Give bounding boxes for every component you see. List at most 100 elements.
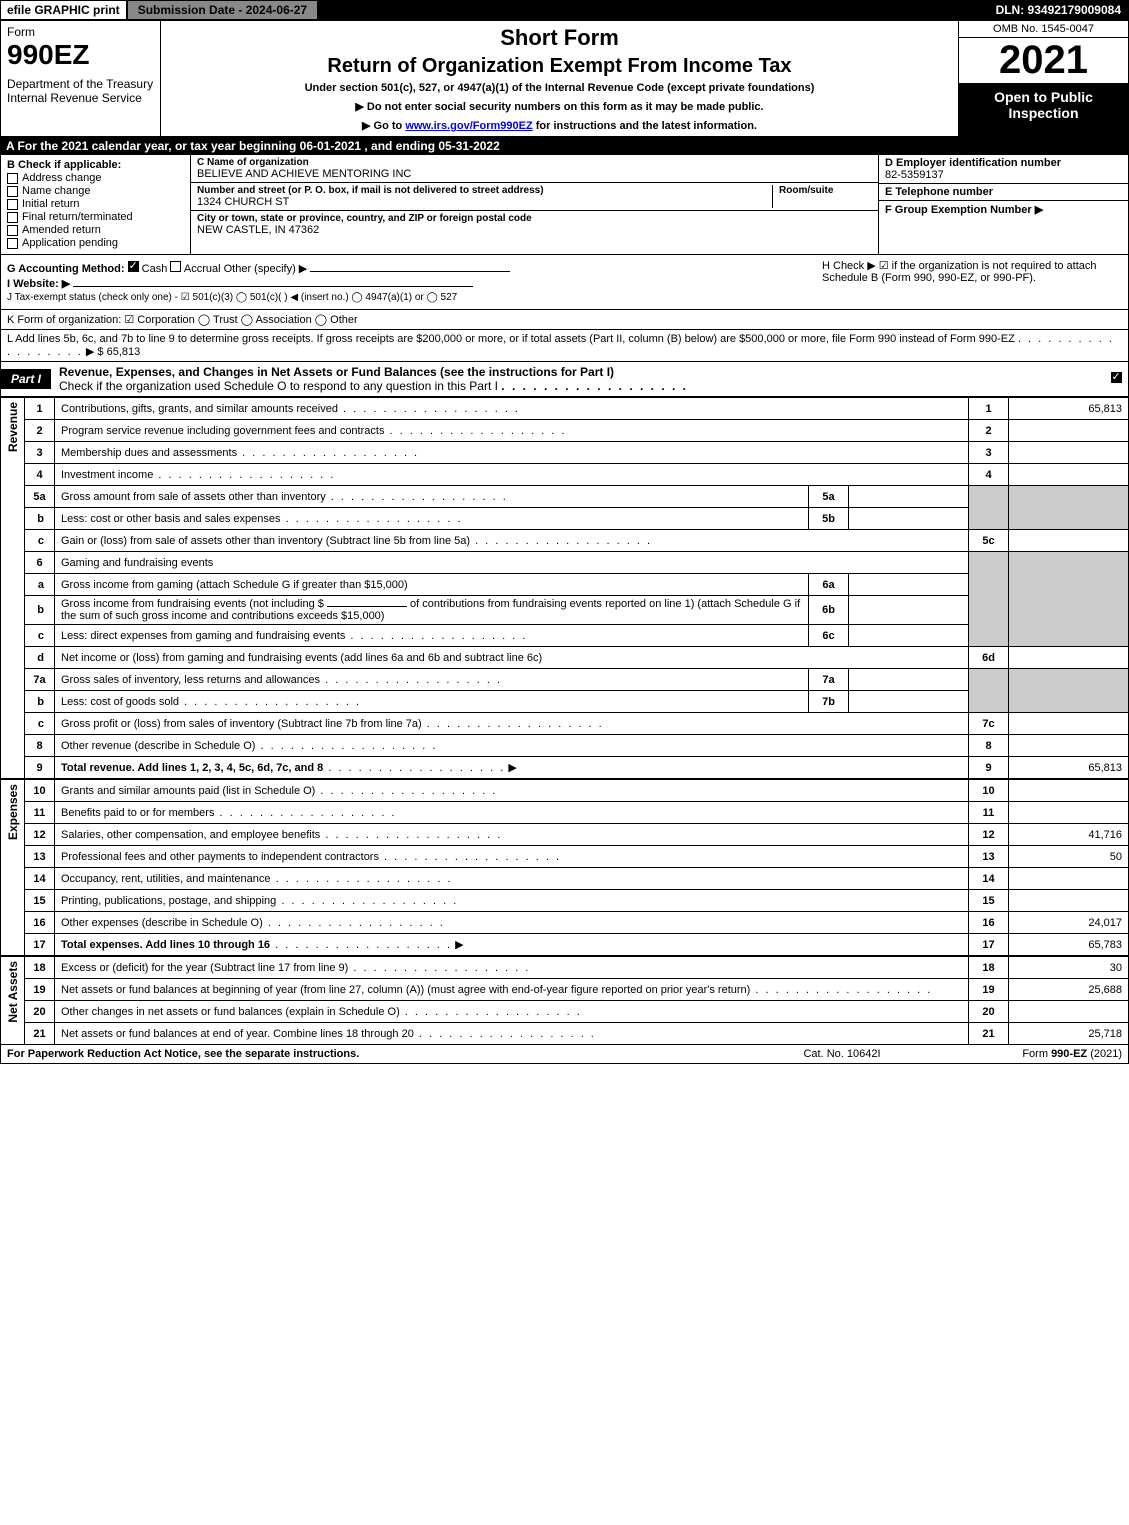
checkbox-icon[interactable] bbox=[7, 212, 18, 223]
contrib-input[interactable] bbox=[327, 606, 407, 607]
chk-label: Amended return bbox=[22, 224, 101, 236]
table-row: cLess: direct expenses from gaming and f… bbox=[25, 625, 1129, 647]
table-row: 15Printing, publications, postage, and s… bbox=[25, 890, 1129, 912]
sub-num: 7b bbox=[809, 691, 849, 713]
omb-number: OMB No. 1545-0047 bbox=[959, 21, 1128, 38]
header-mid: Short Form Return of Organization Exempt… bbox=[161, 21, 958, 136]
line-num: 12 bbox=[969, 824, 1009, 846]
chk-final-return[interactable]: Final return/terminated bbox=[7, 211, 184, 223]
line-num: 4 bbox=[969, 464, 1009, 486]
chk-initial-return[interactable]: Initial return bbox=[7, 198, 184, 210]
col-b: B Check if applicable: Address change Na… bbox=[1, 155, 191, 254]
checkbox-icon[interactable] bbox=[1111, 372, 1122, 383]
chk-label: Name change bbox=[22, 185, 91, 197]
checkbox-icon[interactable] bbox=[7, 186, 18, 197]
section-bcdef: B Check if applicable: Address change Na… bbox=[0, 155, 1129, 255]
form-header: Form 990EZ Department of the Treasury In… bbox=[0, 20, 1129, 137]
submission-date: Submission Date - 2024-06-27 bbox=[127, 0, 318, 20]
table-row: cGross profit or (loss) from sales of in… bbox=[25, 713, 1129, 735]
chk-name-change[interactable]: Name change bbox=[7, 185, 184, 197]
arrow-icon: ▶ bbox=[508, 762, 516, 774]
short-form-label: Short Form bbox=[167, 25, 952, 51]
line-val bbox=[1009, 868, 1129, 890]
table-row: 5aGross amount from sale of assets other… bbox=[25, 486, 1129, 508]
line-num: 20 bbox=[969, 1001, 1009, 1023]
revenue-label: Revenue bbox=[6, 398, 20, 456]
line-desc: Net assets or fund balances at beginning… bbox=[61, 984, 750, 996]
line-desc: Contributions, gifts, grants, and simila… bbox=[61, 403, 338, 415]
line-desc: Other revenue (describe in Schedule O) bbox=[61, 740, 255, 752]
revenue-table: 1Contributions, gifts, grants, and simil… bbox=[24, 397, 1129, 779]
table-row: 7aGross sales of inventory, less returns… bbox=[25, 669, 1129, 691]
part1-tag: Part I bbox=[1, 369, 51, 389]
footer-right-bold: 990-EZ bbox=[1051, 1048, 1087, 1060]
line-desc: Program service revenue including govern… bbox=[61, 425, 384, 437]
line-desc: Other expenses (describe in Schedule O) bbox=[61, 917, 263, 929]
table-row: 16Other expenses (describe in Schedule O… bbox=[25, 912, 1129, 934]
g-lbl: G Accounting Method: bbox=[7, 263, 125, 275]
other-input[interactable] bbox=[310, 271, 510, 272]
sub-val bbox=[849, 574, 969, 596]
cash-checkbox-icon[interactable] bbox=[128, 261, 139, 272]
l-text: L Add lines 5b, 6c, and 7b to line 9 to … bbox=[7, 333, 1015, 345]
i-line: I Website: ▶ bbox=[7, 277, 822, 290]
line-val bbox=[1009, 890, 1129, 912]
part1-chk[interactable] bbox=[1104, 372, 1128, 386]
footer-left: For Paperwork Reduction Act Notice, see … bbox=[7, 1048, 742, 1060]
netassets-section: Net Assets 18Excess or (deficit) for the… bbox=[0, 956, 1129, 1045]
chk-address-change[interactable]: Address change bbox=[7, 172, 184, 184]
chk-amended-return[interactable]: Amended return bbox=[7, 224, 184, 236]
line-val bbox=[1009, 780, 1129, 802]
checkbox-icon[interactable] bbox=[7, 173, 18, 184]
table-row: aGross income from gaming (attach Schedu… bbox=[25, 574, 1129, 596]
line-val bbox=[1009, 442, 1129, 464]
line-desc: Less: cost or other basis and sales expe… bbox=[61, 513, 281, 525]
org-name: BELIEVE AND ACHIEVE MENTORING INC bbox=[197, 168, 872, 180]
line-val bbox=[1009, 802, 1129, 824]
tax-year: 2021 bbox=[959, 38, 1128, 83]
sub-num: 6c bbox=[809, 625, 849, 647]
table-row: 19Net assets or fund balances at beginni… bbox=[25, 979, 1129, 1001]
org-city: NEW CASTLE, IN 47362 bbox=[197, 224, 872, 236]
line-num: 15 bbox=[969, 890, 1009, 912]
sub-val bbox=[849, 486, 969, 508]
table-row: 2Program service revenue including gover… bbox=[25, 420, 1129, 442]
part1-title-text: Revenue, Expenses, and Changes in Net As… bbox=[59, 365, 614, 379]
line-val bbox=[1009, 713, 1129, 735]
line-desc: Less: direct expenses from gaming and fu… bbox=[61, 630, 345, 642]
c-name-lbl: C Name of organization bbox=[197, 157, 872, 168]
checkbox-icon[interactable] bbox=[7, 225, 18, 236]
expenses-section: Expenses 10Grants and similar amounts pa… bbox=[0, 779, 1129, 956]
f-lbl: F Group Exemption Number ▶ bbox=[885, 203, 1122, 216]
row-ghij: G Accounting Method: Cash Accrual Other … bbox=[0, 255, 1129, 310]
form-subtitle: Under section 501(c), 527, or 4947(a)(1)… bbox=[167, 82, 952, 94]
accrual-checkbox-icon[interactable] bbox=[170, 261, 181, 272]
table-row: 9Total revenue. Add lines 1, 2, 3, 4, 5c… bbox=[25, 757, 1129, 779]
table-row: bLess: cost or other basis and sales exp… bbox=[25, 508, 1129, 530]
line-desc: Grants and similar amounts paid (list in… bbox=[61, 785, 315, 797]
sub-num: 6a bbox=[809, 574, 849, 596]
c-street-lbl: Number and street (or P. O. box, if mail… bbox=[197, 185, 772, 196]
sub-num: 6b bbox=[809, 596, 849, 625]
table-row: cGain or (loss) from sale of assets othe… bbox=[25, 530, 1129, 552]
l-arrow: ▶ $ bbox=[86, 346, 104, 358]
chk-app-pending[interactable]: Application pending bbox=[7, 237, 184, 249]
sub-val bbox=[849, 691, 969, 713]
line-desc: Total expenses. Add lines 10 through 16 bbox=[61, 939, 270, 951]
checkbox-icon[interactable] bbox=[7, 238, 18, 249]
line-num: 5c bbox=[969, 530, 1009, 552]
row-k: K Form of organization: ☑ Corporation ◯ … bbox=[0, 310, 1129, 330]
irs-link[interactable]: www.irs.gov/Form990EZ bbox=[405, 120, 532, 132]
ssn-note: ▶ Do not enter social security numbers o… bbox=[167, 100, 952, 113]
website-input[interactable] bbox=[73, 286, 473, 287]
expenses-table: 10 Grants and similar amounts paid (list … bbox=[24, 779, 1129, 956]
efile-label[interactable]: efile GRAPHIC print bbox=[0, 0, 127, 20]
dots bbox=[501, 379, 688, 393]
line-num: 13 bbox=[969, 846, 1009, 868]
line-desc: Investment income bbox=[61, 469, 153, 481]
sub-val bbox=[849, 596, 969, 625]
line-num: 10 bbox=[969, 780, 1009, 802]
checkbox-icon[interactable] bbox=[7, 199, 18, 210]
line-desc: Gross amount from sale of assets other t… bbox=[61, 491, 326, 503]
line-desc: Gross income from gaming (attach Schedul… bbox=[61, 579, 408, 591]
